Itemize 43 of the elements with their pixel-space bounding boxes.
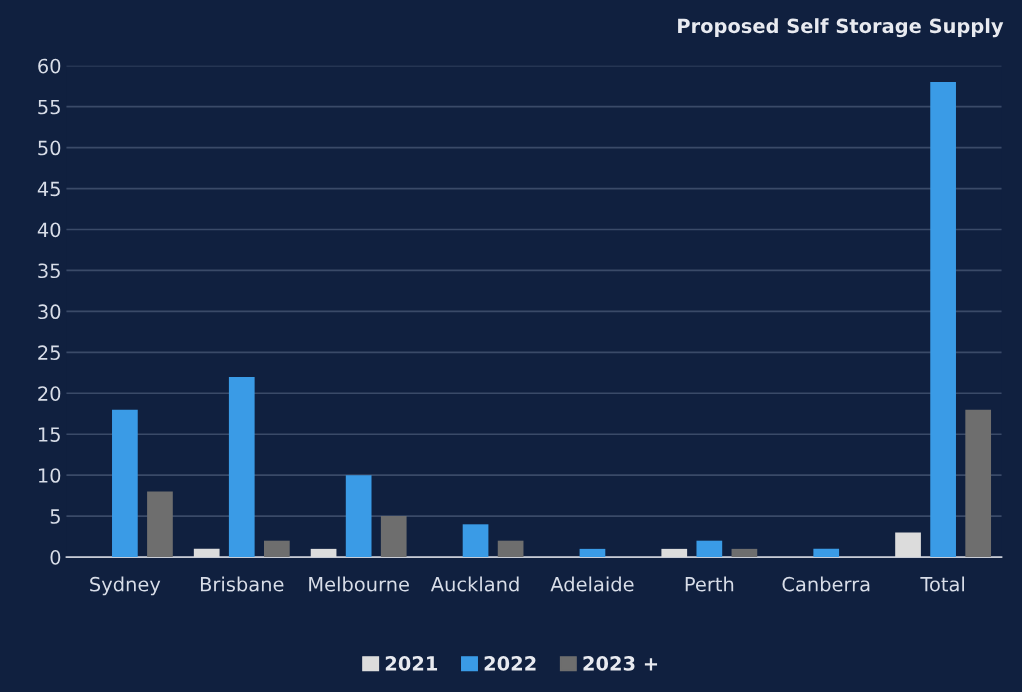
- y-tick-label: 60: [38, 58, 61, 74]
- bar: [147, 491, 173, 558]
- y-tick-label: 20: [38, 386, 61, 401]
- x-tick-label: Brisbane: [200, 576, 284, 592]
- bar: [965, 409, 992, 558]
- bar: [661, 548, 688, 558]
- bar: [895, 532, 921, 558]
- y-tick-label: 45: [37, 181, 60, 197]
- legend-label: 2022: [484, 656, 536, 671]
- y-tick-label: 55: [38, 99, 60, 115]
- y-tick-label: 0: [50, 550, 61, 565]
- bar: [462, 524, 489, 558]
- bar: [497, 540, 524, 558]
- legend-label: 2021: [385, 656, 438, 671]
- x-tick-label: Adelaide: [550, 576, 634, 592]
- x-tick-label: Total: [920, 576, 964, 592]
- bar: [310, 548, 337, 558]
- bar: [263, 540, 290, 558]
- y-tick-label: 30: [38, 304, 61, 320]
- y-tick-label: 35: [38, 263, 60, 279]
- x-tick-label: Canberra: [782, 576, 870, 592]
- y-tick-label: 5: [50, 509, 60, 524]
- bar: [579, 548, 606, 558]
- x-tick-label: Sydney: [90, 576, 161, 596]
- x-tick-label: Melbourne: [309, 576, 409, 592]
- x-tick-label: Perth: [685, 576, 734, 592]
- bar: [228, 376, 255, 558]
- bar: [731, 548, 758, 558]
- bar: [930, 82, 956, 558]
- bar: [380, 516, 407, 558]
- legend-label: 2023 +: [583, 656, 658, 671]
- y-tick-label: 40: [37, 222, 61, 238]
- y-tick-label: 15: [38, 427, 60, 442]
- y-tick-label: 50: [38, 140, 61, 156]
- chart-title: Proposed Self Storage Supply: [678, 18, 1004, 38]
- y-tick-label: 10: [38, 468, 61, 483]
- x-tick-label: Auckland: [430, 576, 519, 592]
- bar: [193, 548, 220, 558]
- bar: [345, 475, 372, 558]
- bar: [112, 409, 138, 558]
- bar: [813, 548, 840, 558]
- y-tick-label: 25: [38, 345, 60, 361]
- bar: [696, 540, 723, 558]
